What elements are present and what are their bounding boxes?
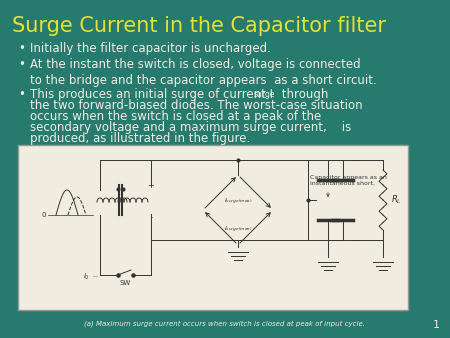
Text: $R_L$: $R_L$ — [391, 194, 402, 206]
Text: •: • — [18, 42, 25, 55]
Text: the two forward-biased diodes. The worst-case situation: the two forward-biased diodes. The worst… — [30, 99, 363, 112]
Text: Capacitor appears as an
instantaneous short.: Capacitor appears as an instantaneous sh… — [310, 175, 387, 186]
Text: 0: 0 — [41, 212, 46, 218]
Bar — [18, 145, 408, 310]
Text: secondary voltage and a maximum surge current,    is: secondary voltage and a maximum surge cu… — [30, 121, 351, 134]
Text: +: + — [148, 182, 154, 191]
Text: ---: --- — [93, 274, 99, 280]
Text: •: • — [18, 88, 25, 101]
Text: $i_0$: $i_0$ — [83, 272, 90, 282]
Text: At the instant the switch is closed, voltage is connected
to the bridge and the : At the instant the switch is closed, vol… — [30, 58, 377, 87]
Text: through: through — [278, 88, 328, 101]
Text: $I_{surge(max)}$: $I_{surge(max)}$ — [224, 197, 252, 207]
Text: 1: 1 — [433, 320, 440, 330]
Text: •: • — [18, 58, 25, 71]
Text: .: . — [150, 211, 152, 219]
Text: (a) Maximum surge current occurs when switch is closed at peak of input cycle.: (a) Maximum surge current occurs when sw… — [85, 320, 365, 327]
Text: occurs when the switch is closed at a peak of the: occurs when the switch is closed at a pe… — [30, 110, 321, 123]
Text: Surge Current in the Capacitor filter: Surge Current in the Capacitor filter — [12, 16, 386, 36]
Text: This produces an initial surge of current I: This produces an initial surge of curren… — [30, 88, 273, 101]
Text: Initially the filter capacitor is uncharged.: Initially the filter capacitor is unchar… — [30, 42, 271, 55]
Text: $I_{surge(max)}$: $I_{surge(max)}$ — [224, 225, 252, 235]
Text: produced, as illustrated in the figure.: produced, as illustrated in the figure. — [30, 132, 250, 145]
Text: SW: SW — [119, 280, 130, 286]
Text: surge: surge — [254, 90, 275, 99]
